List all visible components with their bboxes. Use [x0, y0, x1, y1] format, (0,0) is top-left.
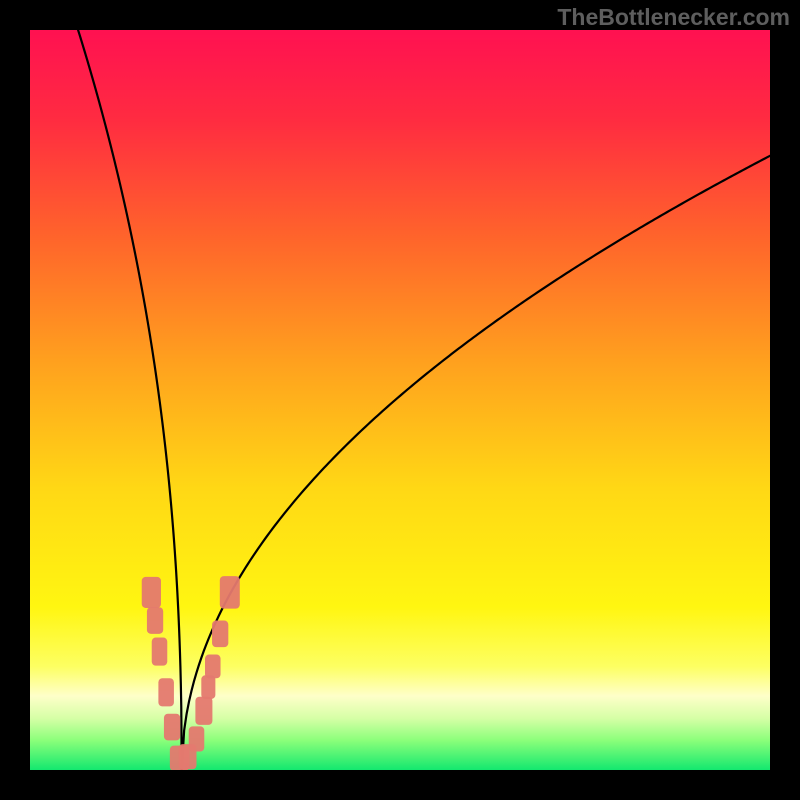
- chart-overlay: [30, 30, 770, 770]
- data-marker: [220, 576, 240, 609]
- data-marker: [195, 697, 212, 725]
- data-marker: [201, 675, 215, 699]
- bottleneck-curve: [78, 30, 770, 770]
- data-marker: [158, 678, 174, 706]
- data-marker: [205, 655, 221, 679]
- data-marker: [152, 638, 168, 666]
- chart-stage: { "attribution": { "text": "TheBottlenec…: [0, 0, 800, 800]
- plot-area: [30, 30, 770, 770]
- data-marker: [147, 607, 163, 634]
- data-marker: [189, 726, 205, 751]
- data-marker: [212, 621, 228, 648]
- chart-frame: [0, 0, 800, 800]
- attribution-watermark: TheBottlenecker.com: [557, 4, 790, 31]
- marker-group: [142, 576, 240, 770]
- data-marker: [142, 577, 161, 608]
- data-marker: [164, 714, 180, 741]
